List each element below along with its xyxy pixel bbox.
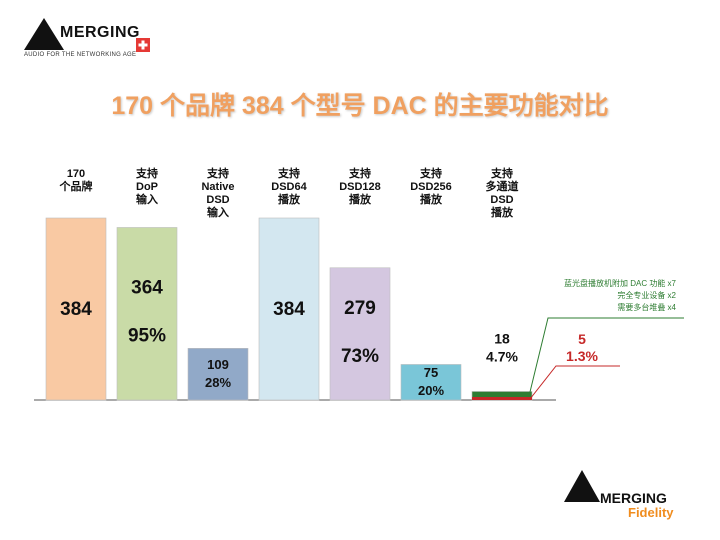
bar-percent-label: 20% bbox=[418, 383, 444, 398]
red-callout-line bbox=[529, 365, 620, 400]
green-callout-line bbox=[529, 317, 684, 393]
logo-triangle-icon bbox=[564, 470, 600, 502]
category-label: 支持 多通道 DSD 播放 bbox=[485, 168, 519, 219]
category-label: 支持 DSD64 播放 bbox=[271, 168, 307, 206]
annotation-text: 需要多台堆叠 x4 bbox=[617, 303, 676, 312]
annotation-text: 蓝光盘播放机附加 DAC 功能 x7 bbox=[563, 279, 676, 288]
chart-title: 170 个品牌 384 个型号 DAC 的主要功能对比 bbox=[111, 92, 609, 120]
bar bbox=[187, 348, 249, 401]
bar bbox=[258, 217, 320, 401]
category-label: 支持 DoP 输入 bbox=[136, 168, 158, 206]
bar-value-label: 384 bbox=[60, 299, 92, 320]
subset-percent-label: 1.3% bbox=[566, 348, 598, 364]
bar-value-label: 279 bbox=[344, 298, 376, 319]
subset-bar bbox=[472, 397, 532, 400]
bar-value-label: 109 bbox=[207, 357, 229, 372]
logo-tagline: AUDIO FOR THE NETWORKING AGE bbox=[24, 52, 137, 58]
bar bbox=[116, 227, 178, 401]
bar-value-label: 384 bbox=[273, 299, 305, 320]
logo-triangle-icon bbox=[24, 18, 64, 50]
bar bbox=[329, 267, 391, 401]
bar bbox=[45, 217, 107, 401]
bar-percent-label: 4.7% bbox=[486, 348, 518, 364]
bar-value-label: 75 bbox=[424, 365, 438, 380]
annotation-text: 完全专业设备 x2 bbox=[617, 291, 676, 300]
bar-value-label: 364 bbox=[131, 278, 163, 299]
category-label: 支持 DSD128 播放 bbox=[339, 168, 381, 206]
logo-text: MERGING bbox=[60, 24, 140, 41]
bar bbox=[400, 364, 462, 401]
merging-logo-top bbox=[24, 18, 150, 52]
bar-percent-label: 73% bbox=[341, 346, 379, 367]
merging-fidelity-logo bbox=[564, 470, 600, 502]
category-label: 支持 DSD256 播放 bbox=[410, 168, 452, 206]
bar-value-label: 18 bbox=[494, 330, 510, 346]
bar-percent-label: 95% bbox=[128, 326, 166, 347]
bar-percent-label: 28% bbox=[205, 375, 231, 390]
footer-logo-subtext: Fidelity bbox=[628, 505, 674, 520]
subset-value-label: 5 bbox=[578, 331, 586, 347]
category-label: 170 个品牌 bbox=[59, 168, 93, 193]
footer-logo-text: MERGING bbox=[600, 490, 667, 506]
category-label: 支持 Native DSD 输入 bbox=[201, 168, 235, 219]
